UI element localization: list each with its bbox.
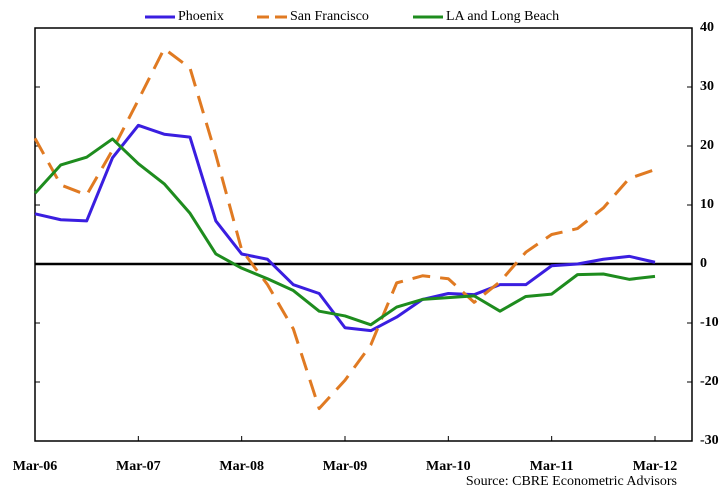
source-note: Source: CBRE Econometric Advisors — [466, 474, 677, 489]
x-tick-label: Mar-10 — [426, 459, 471, 474]
x-tick-label: Mar-11 — [530, 459, 574, 474]
legend-label: LA and Long Beach — [446, 9, 559, 24]
y-tick-label: 10 — [700, 197, 714, 212]
y-tick-label: 0 — [700, 256, 707, 271]
y-tick-label: -10 — [700, 315, 719, 330]
x-tick-label: Mar-09 — [323, 459, 368, 474]
y-tick-label: 30 — [700, 79, 714, 94]
y-tick-label: 20 — [700, 138, 714, 153]
legend-label: San Francisco — [290, 9, 369, 24]
x-tick-label: Mar-07 — [116, 459, 161, 474]
series-line — [34, 123, 656, 333]
x-tick-label: Mar-08 — [219, 459, 264, 474]
legend-label: Phoenix — [178, 9, 224, 24]
series-line — [33, 47, 656, 411]
series-line — [33, 137, 656, 327]
y-tick-label: -20 — [700, 374, 719, 389]
plot-frame — [34, 27, 693, 442]
y-tick-label: 40 — [700, 20, 714, 35]
x-tick-label: Mar-12 — [633, 459, 678, 474]
y-tick-label: -30 — [700, 433, 719, 448]
x-tick-label: Mar-06 — [13, 459, 58, 474]
